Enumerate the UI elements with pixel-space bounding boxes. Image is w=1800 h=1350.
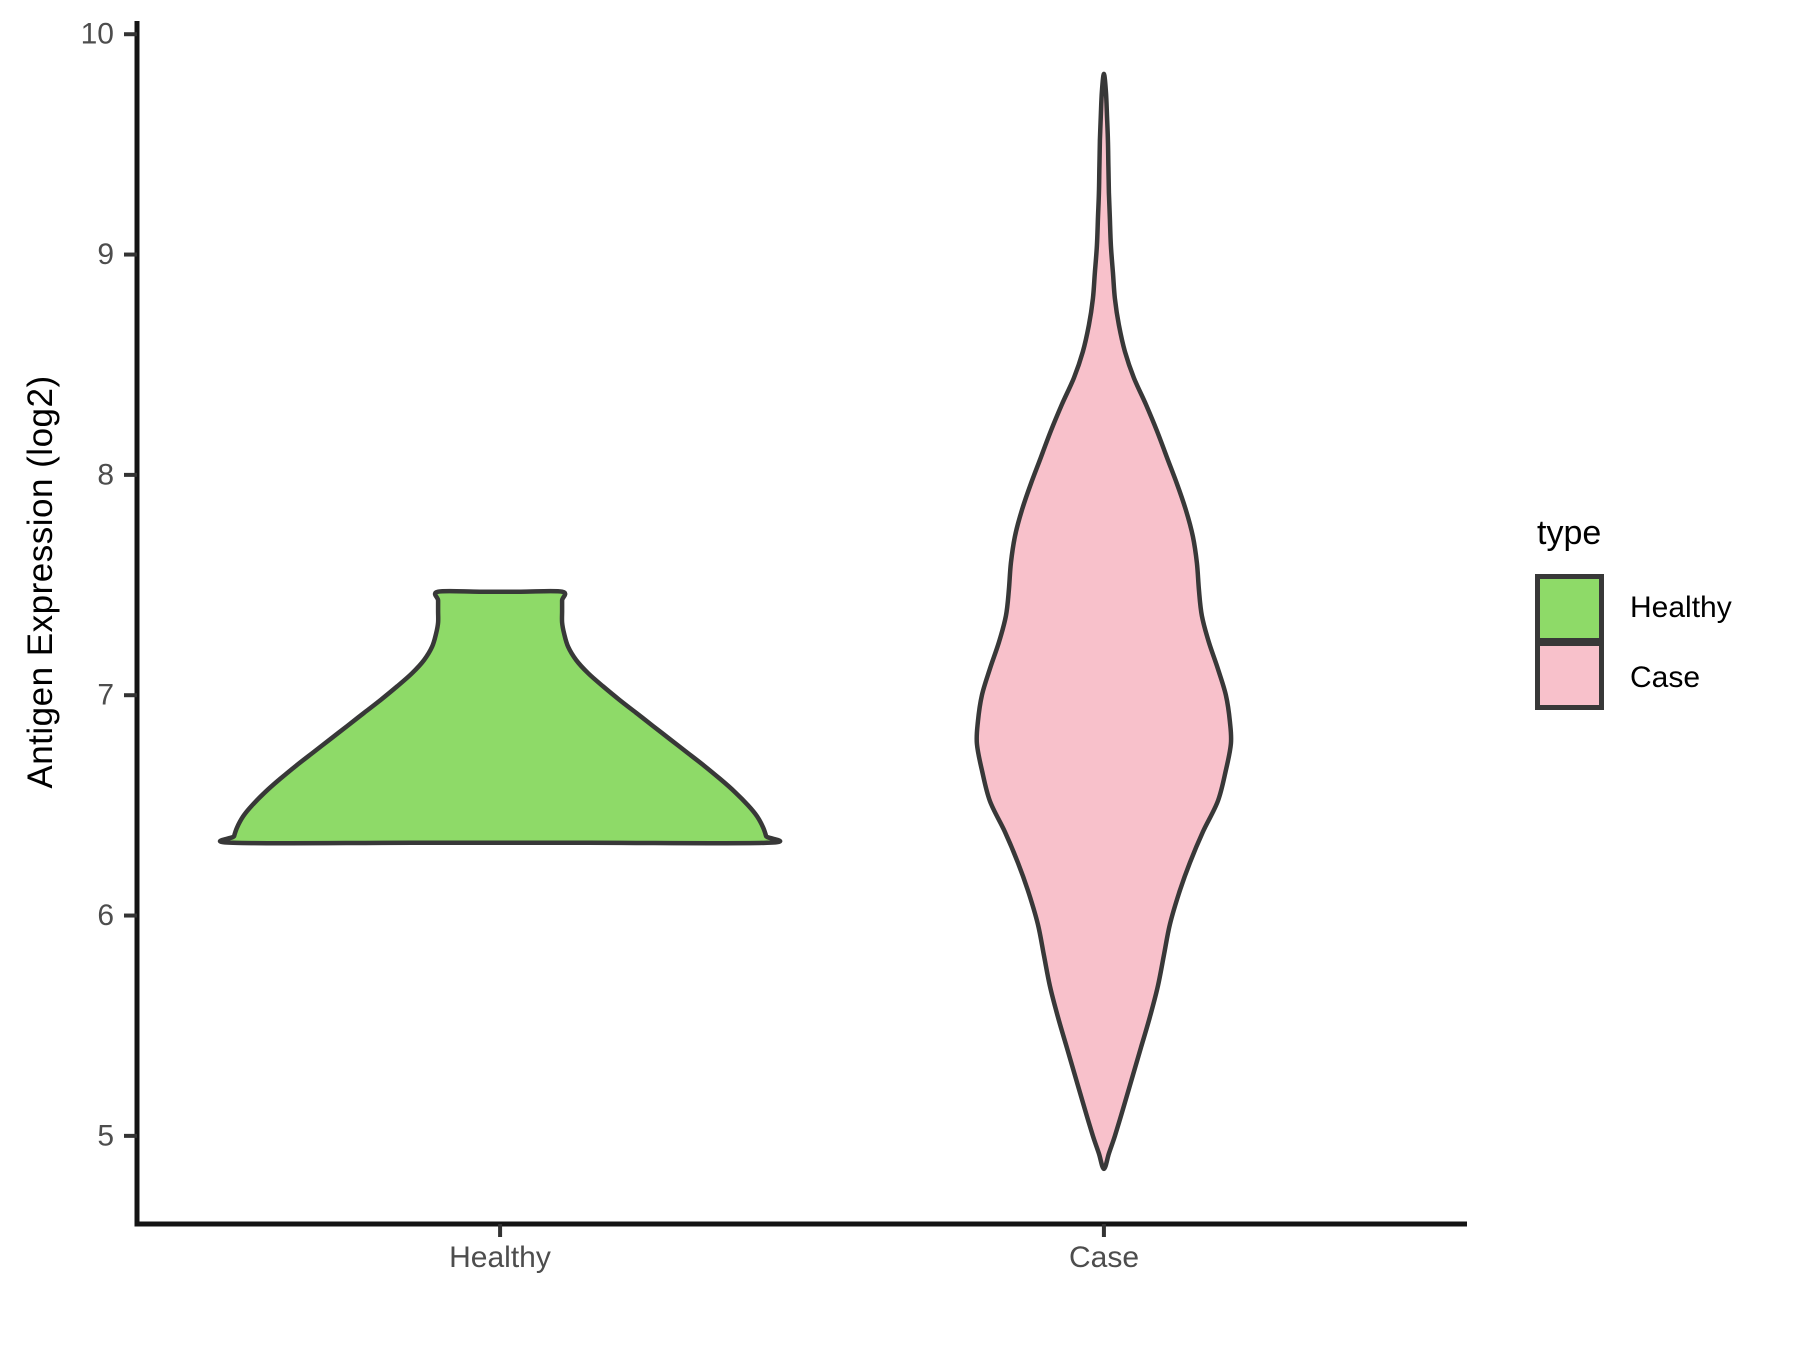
legend-swatch-case bbox=[1535, 641, 1604, 710]
legend-items: Healthy Case bbox=[1535, 573, 1732, 713]
legend-swatch-healthy bbox=[1535, 573, 1604, 643]
y-tick-label: 5 bbox=[97, 1119, 114, 1152]
legend-label-healthy: Healthy bbox=[1630, 591, 1732, 624]
y-tick-label: 9 bbox=[97, 238, 114, 271]
violin-healthy bbox=[217, 588, 783, 846]
y-axis-title: Antigen Expression (log2) bbox=[21, 375, 60, 789]
x-tick-label-healthy: Healthy bbox=[449, 1241, 551, 1274]
legend-label-case: Case bbox=[1630, 661, 1701, 694]
legend-title: type bbox=[1537, 514, 1602, 552]
axis-lines bbox=[134, 21, 1467, 1227]
legend-item-case: Case bbox=[1535, 641, 1732, 713]
legend: type Healthy Case bbox=[1535, 514, 1732, 713]
legend-item-healthy: Healthy bbox=[1535, 573, 1732, 643]
y-tick-label: 8 bbox=[97, 458, 114, 491]
x-tick-label-case: Case bbox=[1068, 1241, 1140, 1274]
y-tick-label: 6 bbox=[97, 899, 114, 932]
y-tick-label: 10 bbox=[81, 18, 114, 51]
violin-case bbox=[974, 71, 1234, 1172]
y-tick-label: 7 bbox=[97, 679, 114, 712]
